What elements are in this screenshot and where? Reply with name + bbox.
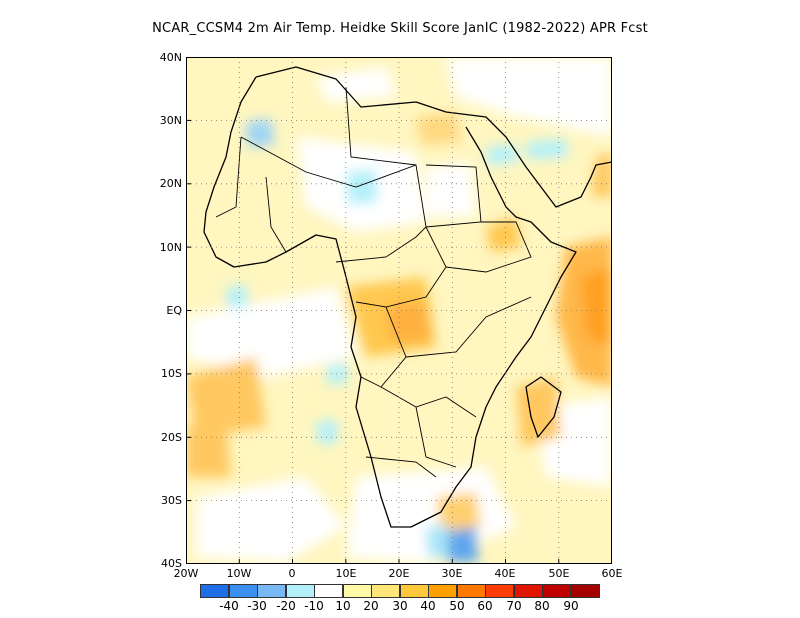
colorbar-label: -40 <box>219 599 239 613</box>
lon-label-40e: 40E <box>494 567 516 580</box>
lat-label-10s: 10S <box>161 367 182 380</box>
lon-label-10w: 10W <box>226 567 252 580</box>
colorbar-label: 10 <box>335 599 351 613</box>
lat-label-40s: 40S <box>161 557 182 570</box>
colorbar-label: -10 <box>304 599 324 613</box>
lon-label-50e: 50E <box>548 567 570 580</box>
lon-label-10e: 10E <box>335 567 357 580</box>
lat-label-30s: 30S <box>161 494 182 507</box>
colorbar-label: 60 <box>477 599 493 613</box>
colorbar-label: 30 <box>392 599 408 613</box>
colorbar-label: 80 <box>534 599 550 613</box>
colorbar-swatch <box>342 584 372 598</box>
chart-title: NCAR_CCSM4 2m Air Temp. Heidke Skill Sco… <box>152 21 648 36</box>
plot-frame <box>186 57 612 564</box>
colorbar-swatch <box>371 584 400 598</box>
colorbar-label: 70 <box>506 599 522 613</box>
lat-label-eq: EQ <box>166 304 182 317</box>
lon-label-30e: 30E <box>441 567 463 580</box>
colorbar-swatch <box>485 584 514 598</box>
colorbar-swatch <box>456 584 486 598</box>
colorbar-swatch <box>200 584 229 598</box>
colorbar-swatch <box>428 584 457 598</box>
colorbar-label: -20 <box>276 599 296 613</box>
lat-label-20s: 20S <box>161 431 182 444</box>
colorbar-swatch <box>285 584 315 598</box>
lat-label-20n: 20N <box>159 177 182 190</box>
lat-lon-grid <box>186 57 612 564</box>
colorbar-label: -30 <box>247 599 267 613</box>
colorbar-swatch <box>228 584 258 598</box>
colorbar-label: 20 <box>363 599 379 613</box>
coastlines <box>203 66 612 528</box>
colorbar-swatch <box>570 584 600 598</box>
colorbar-swatch <box>513 584 543 598</box>
country-borders <box>215 86 532 478</box>
colorbar-swatch <box>399 584 429 598</box>
lat-label-30n: 30N <box>159 114 182 127</box>
colorbar-swatch <box>257 584 286 598</box>
lat-label-40n: 40N <box>159 51 182 64</box>
colorbar-label: 50 <box>449 599 465 613</box>
lon-label-0: 0 <box>288 567 296 580</box>
colorbar-label: 40 <box>420 599 436 613</box>
lon-label-20e: 20E <box>388 567 410 580</box>
colorbar-swatch <box>314 584 343 598</box>
lon-label-60e: 60E <box>601 567 623 580</box>
map-plot <box>186 57 612 564</box>
lat-label-10n: 10N <box>159 241 182 254</box>
colorbar-swatch <box>542 584 571 598</box>
lon-label-20w: 20W <box>173 567 199 580</box>
colorbar-label: 90 <box>563 599 579 613</box>
